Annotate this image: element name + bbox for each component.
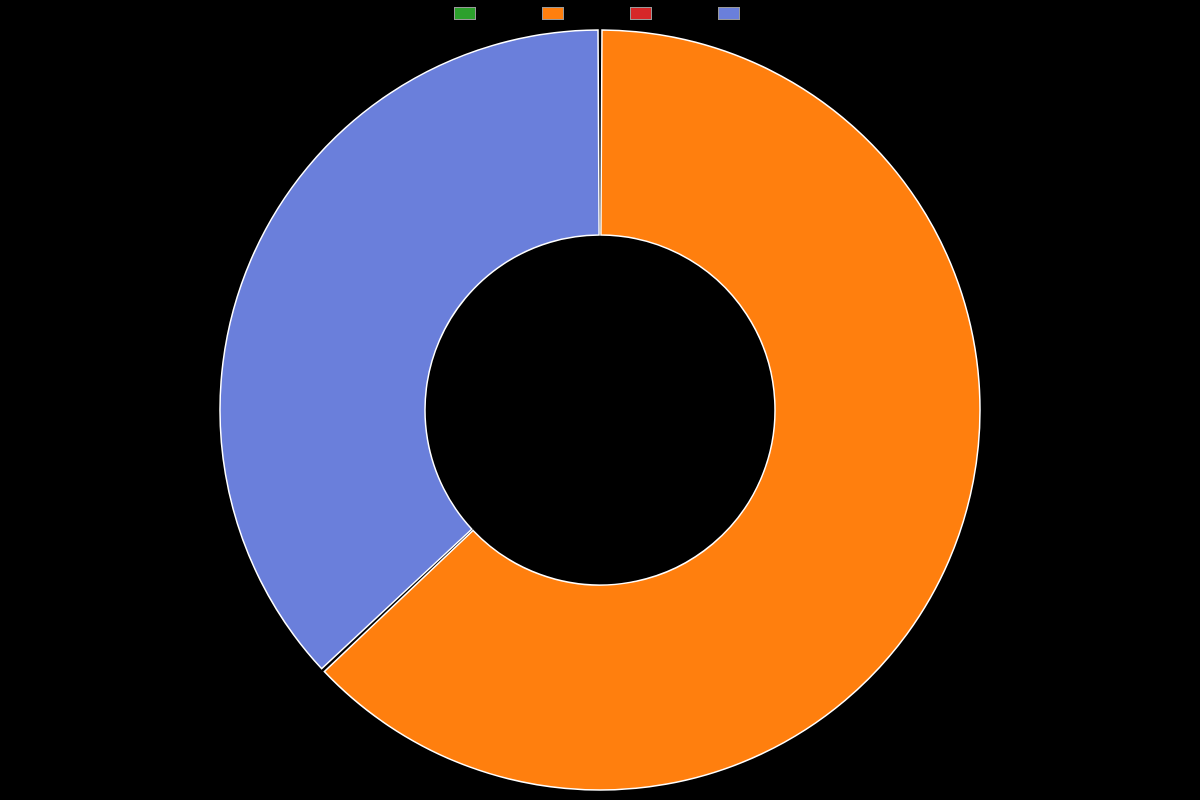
chart-stage	[0, 0, 1200, 800]
donut-svg	[0, 0, 1200, 800]
donut-chart	[0, 0, 1200, 800]
donut-slice	[220, 30, 599, 669]
